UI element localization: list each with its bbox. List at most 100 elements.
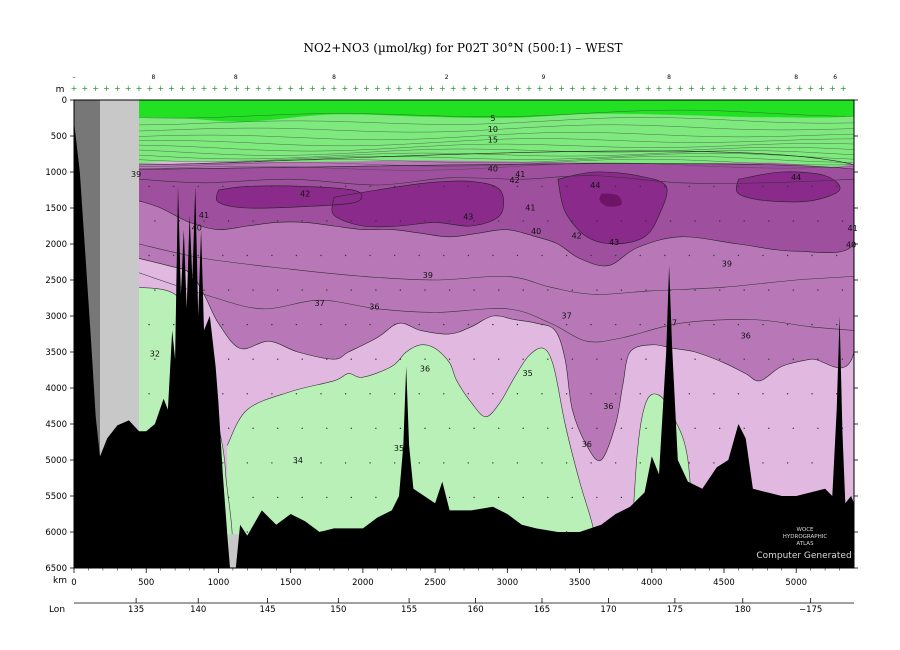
sample-dot [639, 462, 641, 464]
lon-tick-label: 155 [401, 605, 417, 615]
contour-core-line-1 [215, 185, 363, 209]
station-plus-marker: + [699, 84, 706, 93]
contour-boundary-2 [138, 163, 854, 267]
core-above-42-4 [736, 171, 841, 202]
sample-dot [252, 427, 254, 429]
sample-dot [792, 358, 794, 360]
contour-label-41: 41 [199, 211, 209, 220]
sample-dot [719, 427, 721, 429]
sample-dot [197, 254, 199, 257]
sample-dot [516, 185, 519, 188]
contour-label-36: 36 [582, 440, 592, 449]
sample-dot [743, 220, 745, 222]
sample-dot [271, 254, 273, 257]
contour-label-5: 5 [490, 114, 495, 123]
sample-dot [227, 427, 230, 429]
sample-dot [252, 289, 254, 291]
sample-dot [596, 358, 598, 360]
depth-unit-label: m [56, 85, 65, 95]
y-tick-label: 3000 [45, 312, 67, 322]
sample-dot [590, 185, 592, 188]
y-tick-label: 4500 [45, 420, 67, 430]
sample-dot [620, 289, 623, 291]
contour-label-39: 39 [722, 259, 732, 268]
sample-dot [222, 462, 224, 464]
station-plus-marker: + [331, 84, 338, 93]
contour-line-upper-11 [138, 158, 854, 167]
sample-dot [197, 185, 199, 188]
sample-dot [762, 254, 764, 257]
sample-dot [399, 358, 402, 360]
sample-dot [762, 323, 764, 326]
station-plus-marker: + [753, 84, 760, 93]
sample-dot [326, 220, 328, 222]
sample-dot [516, 254, 519, 257]
contour-line-upper-5 [138, 138, 854, 147]
sample-dot [571, 289, 573, 291]
station-plus-marker: + [482, 84, 489, 93]
sample-dot [713, 185, 715, 188]
y-tick-label: 6500 [45, 564, 67, 574]
sample-dot [154, 289, 156, 291]
contour-label-44: 44 [590, 181, 600, 190]
contour-label-32: 32 [150, 349, 160, 358]
sample-dot [443, 254, 445, 257]
station-plus-marker: + [222, 84, 229, 93]
station-plus-marker: + [341, 84, 348, 93]
sample-dot [227, 289, 230, 291]
sample-dot [498, 427, 500, 429]
contour-core-line-4 [735, 171, 841, 203]
contour-line-upper-6 [138, 143, 854, 152]
contour-core-line-3 [557, 171, 668, 245]
sample-dot [615, 323, 617, 326]
sample-dot [418, 393, 420, 395]
sample-dot [639, 323, 641, 326]
sample-dot [664, 185, 666, 188]
y-tick-label: 2000 [45, 240, 67, 250]
sample-dot [148, 323, 150, 326]
contour-line-upper-7 [138, 147, 854, 156]
contour-label-41: 41 [515, 170, 525, 179]
sample-dot [688, 393, 690, 395]
contour-line-upper-8 [138, 150, 854, 160]
computer-generated-label: Computer Generated [756, 551, 851, 561]
sample-dot [571, 427, 573, 429]
station-label: 8 [667, 74, 671, 81]
sample-dot [743, 427, 745, 429]
station-plus-marker: + [244, 84, 251, 93]
sample-dot [448, 220, 451, 222]
contour-label-40: 40 [846, 241, 856, 250]
lon-tick-label: 175 [667, 605, 683, 615]
station-plus-marker: + [634, 84, 641, 93]
station-plus-marker: + [396, 84, 403, 93]
sample-dot [688, 185, 690, 188]
sample-dot [222, 323, 224, 326]
axes: 0500100015002000250030003500400045005000… [45, 74, 858, 615]
sample-dot [344, 323, 347, 326]
station-label: 8 [151, 74, 155, 81]
station-plus-marker: + [92, 84, 99, 93]
sample-dot [719, 220, 721, 222]
sample-dot [277, 220, 279, 222]
contour-deep-line-3 [629, 393, 696, 568]
longitude-unit-label: Lon [49, 605, 65, 615]
lon-tick-label: 180 [735, 605, 751, 615]
sample-dot [547, 496, 549, 499]
sample-dot [768, 358, 770, 360]
contour-label-42: 42 [300, 190, 310, 199]
sample-dot [762, 462, 764, 464]
station-plus-marker: + [526, 84, 533, 93]
station-label: – [73, 74, 76, 81]
station-plus-marker: + [623, 84, 630, 93]
contour-line-mid-3 [138, 272, 854, 343]
contour-line-upper-9 [138, 153, 854, 162]
sample-dot [394, 323, 396, 326]
sample-dot [295, 393, 298, 395]
station-plus-marker: + [136, 84, 143, 93]
station-label: 6 [833, 74, 837, 81]
sample-dot [394, 462, 396, 464]
contour-label-37: 37 [667, 319, 677, 328]
lon-tick-label: 145 [259, 605, 275, 615]
station-plus-marker: + [114, 84, 121, 93]
